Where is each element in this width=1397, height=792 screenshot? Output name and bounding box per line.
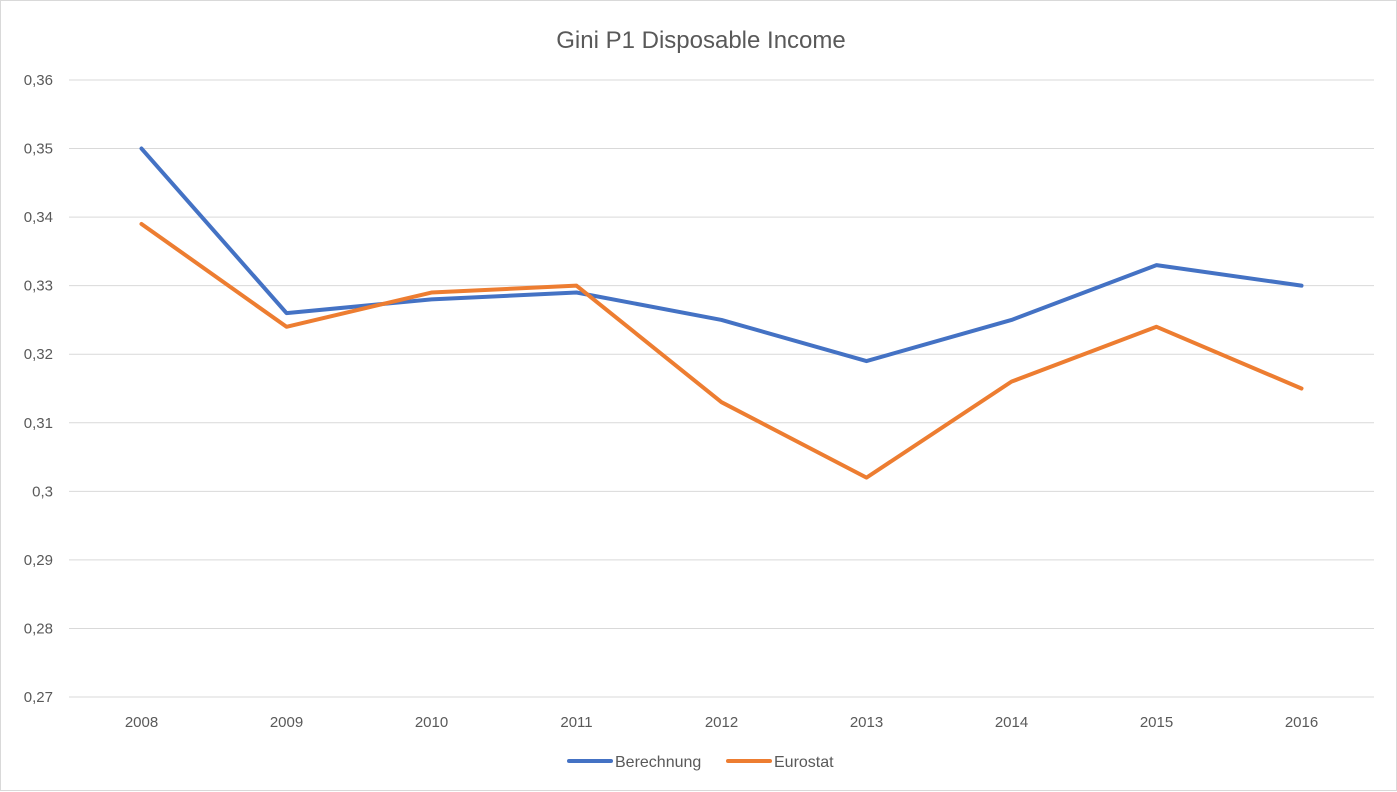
y-tick-label: 0,32 — [24, 346, 53, 363]
legend: Berechnung Eurostat — [567, 754, 834, 771]
legend-label-berechnung: Berechnung — [615, 754, 701, 771]
y-tick-label: 0,28 — [24, 620, 53, 637]
y-tick-label: 0,35 — [24, 141, 53, 158]
x-tick-label: 2009 — [270, 714, 303, 731]
x-tick-label: 2008 — [125, 714, 158, 731]
x-tick-label: 2012 — [705, 714, 738, 731]
y-tick-label: 0,31 — [24, 415, 53, 432]
x-axis-labels: 2008 2009 2010 2011 2012 2013 2014 2015 2016 — [125, 714, 1318, 731]
x-tick-label: 2011 — [560, 714, 592, 731]
y-tick-label: 0,27 — [24, 689, 53, 706]
y-tick-label: 0,3 — [32, 483, 53, 500]
y-tick-label: 0,33 — [24, 278, 53, 295]
x-tick-label: 2010 — [415, 714, 448, 731]
x-tick-label: 2015 — [1140, 714, 1173, 731]
series-line-berechnung — [139, 146, 1304, 364]
y-axis-labels: 0,27 0,28 0,29 0,3 0,31 0,32 0,33 0,34 0,35 0,36 — [24, 72, 53, 706]
y-tick-label: 0,29 — [24, 552, 53, 569]
series-line-eurostat — [139, 221, 1304, 480]
series-lines — [139, 146, 1304, 480]
x-tick-label: 2013 — [850, 714, 883, 731]
x-tick-label: 2016 — [1285, 714, 1318, 731]
y-tick-label: 0,34 — [24, 209, 53, 226]
chart-title: Gini P1 Disposable Income — [556, 27, 845, 54]
y-tick-label: 0,36 — [24, 72, 53, 89]
x-tick-label: 2014 — [995, 714, 1028, 731]
legend-label-eurostat: Eurostat — [774, 754, 834, 771]
gridlines — [69, 79, 1374, 698]
